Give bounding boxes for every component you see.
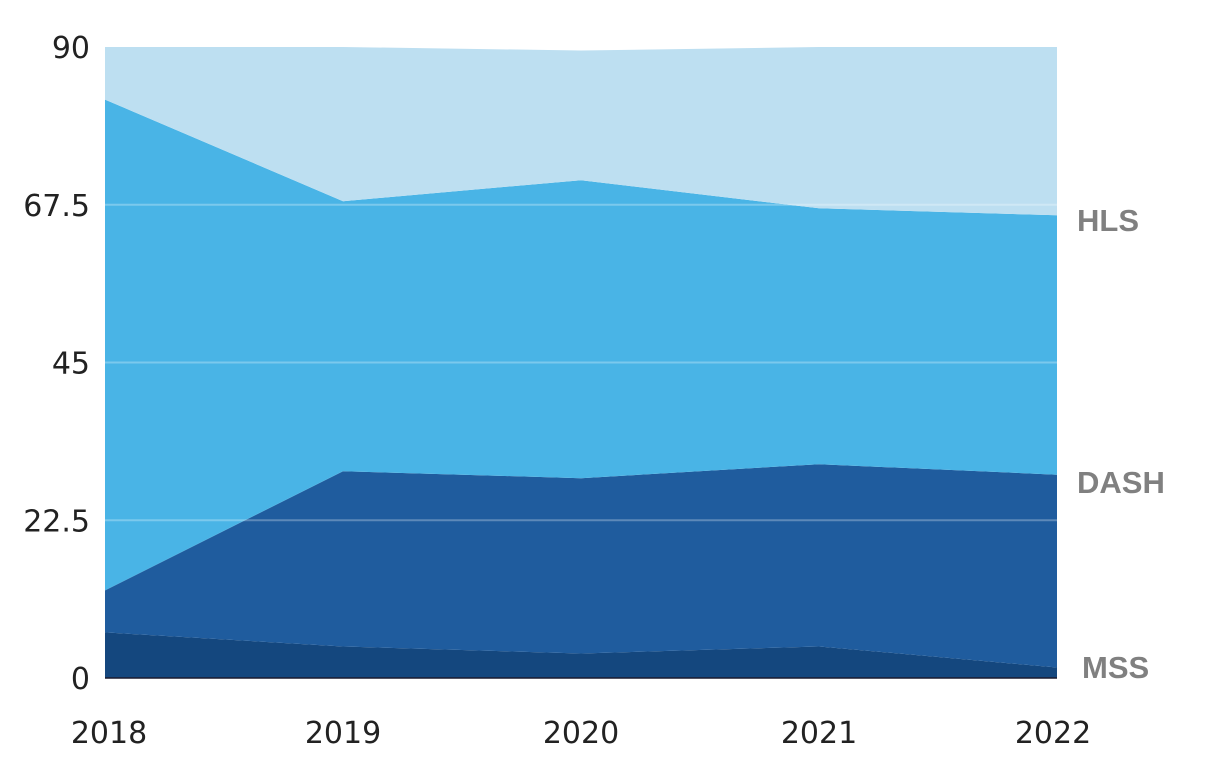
- x-tick-label: 2022: [1015, 716, 1091, 751]
- y-axis-ticks: 0 22.5 45 67.5 90: [23, 31, 90, 697]
- y-tick-label: 22.5: [23, 504, 90, 539]
- area-mss: [105, 632, 1057, 678]
- series-label-dash: DASH: [1077, 465, 1165, 500]
- x-axis-ticks: 2018 2019 2020 2021 2022: [71, 716, 1091, 751]
- x-tick-label: 2021: [781, 716, 857, 751]
- gridlines: [105, 203, 1057, 522]
- series-label-hls: HLS: [1077, 203, 1139, 238]
- x-tick-label: 2018: [71, 716, 147, 751]
- y-tick-label: 0: [71, 662, 90, 697]
- area-layers: [105, 47, 1057, 678]
- area-top-band: [105, 47, 1057, 216]
- x-tick-label: 2019: [305, 716, 381, 751]
- x-tick-label: 2020: [543, 716, 619, 751]
- y-tick-label: 67.5: [23, 189, 90, 224]
- area-dash: [105, 464, 1057, 668]
- series-label-mss: MSS: [1082, 650, 1149, 685]
- y-tick-label: 45: [52, 347, 90, 382]
- area-hls: [105, 99, 1057, 591]
- y-tick-label: 90: [52, 31, 90, 66]
